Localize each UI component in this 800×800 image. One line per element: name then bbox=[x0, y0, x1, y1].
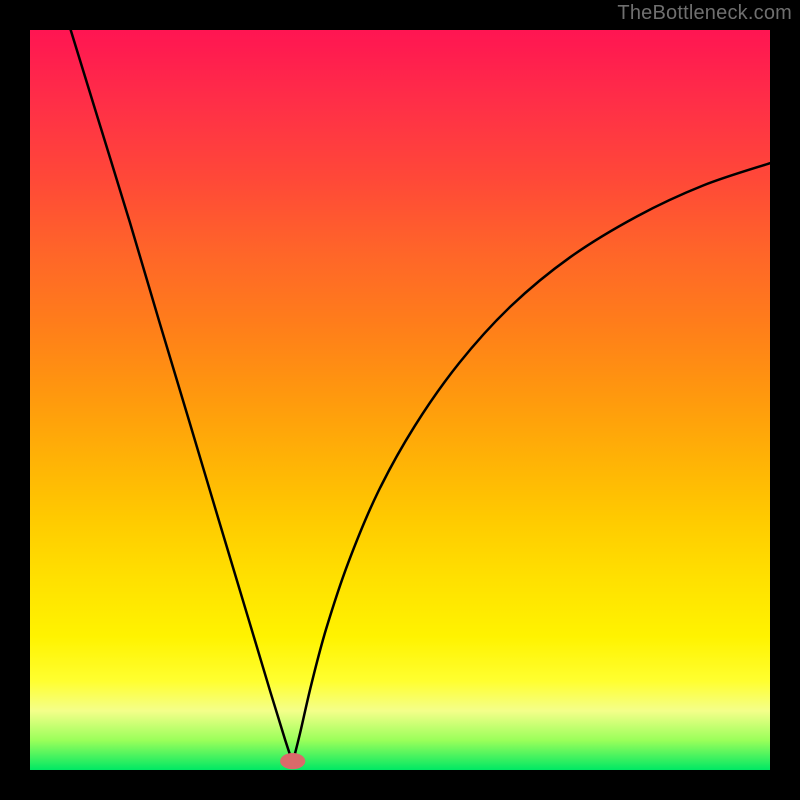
bottleneck-curve bbox=[71, 30, 770, 763]
watermark-text: TheBottleneck.com bbox=[617, 2, 792, 25]
chart-frame: TheBottleneck.com bbox=[0, 0, 800, 800]
chart-plot-area bbox=[30, 30, 770, 770]
chart-svg bbox=[30, 30, 770, 770]
min-marker bbox=[280, 753, 305, 769]
